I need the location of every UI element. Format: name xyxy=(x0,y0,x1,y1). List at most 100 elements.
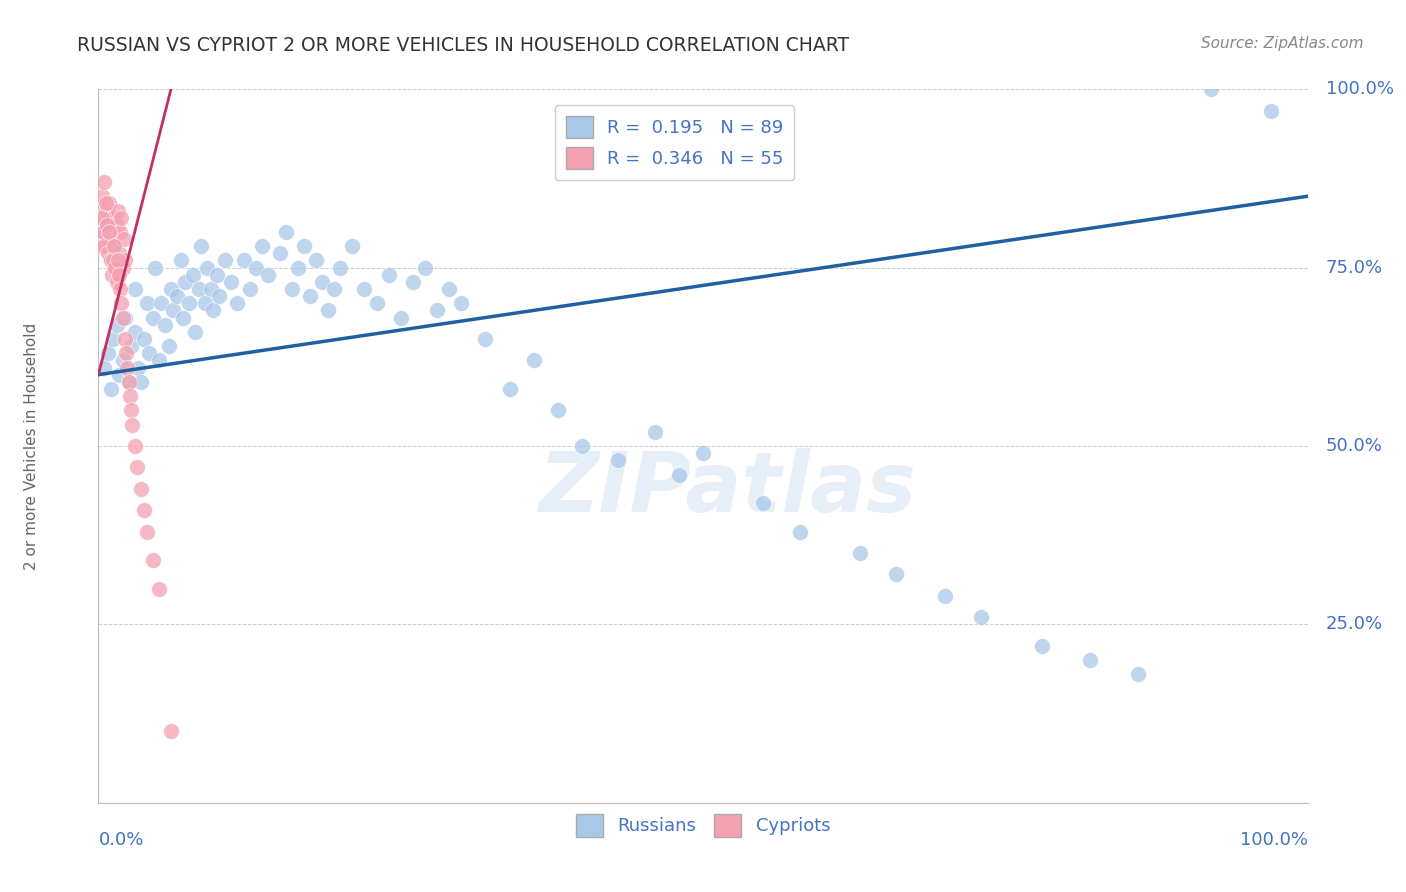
Point xyxy=(181,268,204,282)
Point xyxy=(97,232,120,246)
Point xyxy=(150,296,173,310)
Point xyxy=(108,282,131,296)
Point xyxy=(103,239,125,253)
Point xyxy=(752,496,775,510)
Point xyxy=(366,296,388,310)
Point xyxy=(135,524,157,539)
Point xyxy=(111,310,134,325)
Point xyxy=(93,175,115,189)
Point xyxy=(112,232,135,246)
Point xyxy=(96,218,118,232)
Point xyxy=(311,275,333,289)
Point xyxy=(108,225,131,239)
Point xyxy=(142,310,165,325)
Point xyxy=(93,239,115,253)
Point xyxy=(226,296,249,310)
Point xyxy=(118,389,141,403)
Point xyxy=(100,268,122,282)
Point xyxy=(91,211,114,225)
Point xyxy=(98,196,121,211)
Point xyxy=(142,553,165,567)
Point xyxy=(789,524,811,539)
Text: 0.0%: 0.0% xyxy=(98,831,143,849)
Point xyxy=(195,260,218,275)
Point xyxy=(281,282,304,296)
Point xyxy=(194,296,217,310)
Point xyxy=(129,375,152,389)
Point xyxy=(174,275,197,289)
Point xyxy=(127,360,149,375)
Point xyxy=(644,425,666,439)
Point xyxy=(118,375,141,389)
Point xyxy=(138,346,160,360)
Point xyxy=(153,318,176,332)
Point xyxy=(134,503,156,517)
Text: 25.0%: 25.0% xyxy=(1326,615,1384,633)
Point xyxy=(134,332,156,346)
Point xyxy=(97,346,120,360)
Point xyxy=(91,225,114,239)
Point xyxy=(98,225,121,239)
Point xyxy=(214,253,236,268)
Point xyxy=(160,724,183,739)
Legend: Russians, Cypriots: Russians, Cypriots xyxy=(568,807,838,844)
Point xyxy=(389,310,412,325)
Point xyxy=(100,253,122,268)
Point xyxy=(692,446,714,460)
Point xyxy=(571,439,593,453)
Point xyxy=(93,360,115,375)
Point xyxy=(413,260,436,275)
Point xyxy=(100,382,122,396)
Point xyxy=(547,403,569,417)
Point xyxy=(124,282,146,296)
Point xyxy=(200,282,222,296)
Point xyxy=(1199,82,1222,96)
Point xyxy=(202,303,225,318)
Point xyxy=(184,325,207,339)
Text: ZIPatlas: ZIPatlas xyxy=(538,449,917,529)
Text: 100.0%: 100.0% xyxy=(1240,831,1308,849)
Point xyxy=(160,282,183,296)
Point xyxy=(299,289,322,303)
Point xyxy=(269,246,291,260)
Point xyxy=(101,211,124,225)
Point xyxy=(115,346,138,360)
Point xyxy=(104,239,127,253)
Point xyxy=(105,318,128,332)
Point xyxy=(342,239,364,253)
Point xyxy=(232,253,254,268)
Point xyxy=(162,303,184,318)
Point xyxy=(108,268,131,282)
Text: 2 or more Vehicles in Household: 2 or more Vehicles in Household xyxy=(24,322,39,570)
Point xyxy=(124,439,146,453)
Point xyxy=(96,218,118,232)
Point xyxy=(107,203,129,218)
Point xyxy=(190,239,212,253)
Point xyxy=(426,303,449,318)
Point xyxy=(110,296,132,310)
Point xyxy=(221,275,243,289)
Point xyxy=(120,339,142,353)
Point xyxy=(498,382,520,396)
Text: 50.0%: 50.0% xyxy=(1326,437,1382,455)
Point xyxy=(114,310,136,325)
Point xyxy=(105,218,128,232)
Point xyxy=(849,546,872,560)
Text: RUSSIAN VS CYPRIOT 2 OR MORE VEHICLES IN HOUSEHOLD CORRELATION CHART: RUSSIAN VS CYPRIOT 2 OR MORE VEHICLES IN… xyxy=(77,36,849,54)
Point xyxy=(117,360,139,375)
Point xyxy=(97,246,120,260)
Point xyxy=(120,403,142,417)
Point xyxy=(105,275,128,289)
Point xyxy=(474,332,496,346)
Point xyxy=(148,582,170,596)
Point xyxy=(101,253,124,268)
Point xyxy=(208,289,231,303)
Point xyxy=(934,589,956,603)
Point xyxy=(169,253,191,268)
Point xyxy=(172,310,194,325)
Point xyxy=(402,275,425,289)
Point xyxy=(523,353,546,368)
Point xyxy=(166,289,188,303)
Point xyxy=(274,225,297,239)
Point xyxy=(143,260,166,275)
